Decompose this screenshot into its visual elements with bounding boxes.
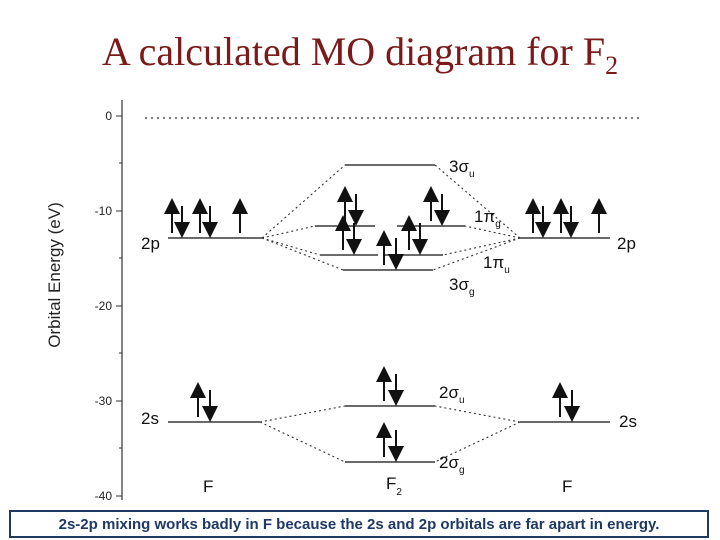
column-label-left-f: F [203,477,213,496]
left-2p-label: 2p [141,234,160,253]
mo-label-3sigma-u: 3σu [449,157,475,180]
correlation-lines [259,164,521,463]
mo-label-1pi-g: 1πg [474,207,501,230]
mo-label-3sigma-g: 3σg [449,275,475,298]
y-tick-label: -10 [95,204,113,218]
energy-levels [168,164,610,463]
electron-arrows [164,186,607,462]
mo-label-2sigma-u: 2σu [439,383,465,406]
page-title: A calculated MO diagram for F2 [101,29,619,80]
y-axis-label: Orbital Energy (eV) [45,202,64,348]
y-tick-label: -30 [95,394,113,408]
column-label-right-f: F [562,477,572,496]
y-tick-label: -40 [95,489,113,503]
left-2s-label: 2s [141,409,159,428]
mo-label-2sigma-g: 2σg [439,453,465,476]
y-tick-label: 0 [105,109,112,123]
right-2p-label: 2p [617,234,636,253]
y-tick-label: -20 [95,299,113,313]
column-label-f2: F2 [386,474,402,498]
y-axis-ticks [116,115,122,497]
caption-box: 2s-2p mixing works badly in F because th… [9,510,709,538]
mo-label-1pi-u: 1πu [483,253,510,276]
right-2s-label: 2s [619,412,637,431]
